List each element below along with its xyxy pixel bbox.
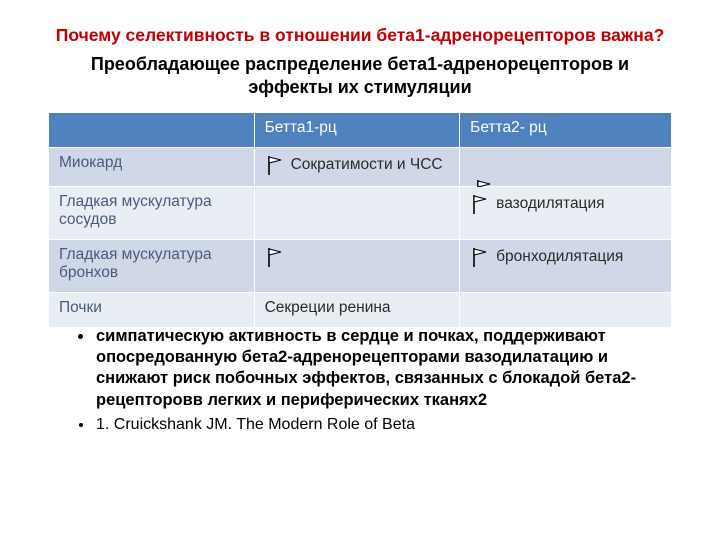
slide: Почему селективность в отношении бета1-а… (0, 0, 720, 540)
flag-icon (265, 248, 291, 265)
slide-subtitle: Преобладающее распределение бета1-адрено… (48, 53, 672, 100)
row-label: Гладкая мускулатура сосудов (49, 186, 255, 239)
col-header: Бетта2- рц (460, 112, 672, 147)
col-header-blank (49, 112, 255, 147)
cell-text: бронходилятация (496, 248, 623, 265)
cell-beta2: вазодилятация (460, 186, 672, 239)
receptor-table: Бетта1-рцБетта2- рцМиокард Сократимости … (48, 112, 672, 328)
slide-title: Почему селективность в отношении бета1-а… (48, 24, 672, 47)
cell-text: Сократимости и ЧСС (291, 156, 443, 173)
cell-beta2: бронходилятация (460, 239, 672, 292)
flag-icon (265, 156, 291, 173)
table-row: Миокард Сократимости и ЧСС (49, 147, 672, 186)
bullet-item: симпатическую активность в сердце и почк… (94, 326, 672, 412)
bullet-list: симпатическую активность в сердце и почк… (48, 326, 672, 437)
flag-icon (470, 195, 496, 212)
cell-text: Секреции ренина (265, 299, 391, 316)
reference-item: 1. Cruickshank JM. The Modern Role of Be… (94, 415, 672, 436)
row-label: Миокард (49, 147, 255, 186)
row-label: Почки (49, 292, 255, 327)
flag-icon (470, 248, 496, 265)
cell-text: вазодилятация (496, 195, 604, 212)
cell-beta1 (254, 186, 460, 239)
cell-beta2 (460, 292, 672, 327)
table-row: Почки Секреции ренина (49, 292, 672, 327)
cell-beta2 (460, 147, 672, 186)
cell-beta1: Секреции ренина (254, 292, 460, 327)
cell-beta1: Сократимости и ЧСС (254, 147, 460, 186)
row-label: Гладкая мускулатура бронхов (49, 239, 255, 292)
table-row: Гладкая мускулатура сосудов вазодилятаци… (49, 186, 672, 239)
table-row: Гладкая мускулатура бронхов бронходилята… (49, 239, 672, 292)
col-header: Бетта1-рц (254, 112, 460, 147)
cell-beta1 (254, 239, 460, 292)
